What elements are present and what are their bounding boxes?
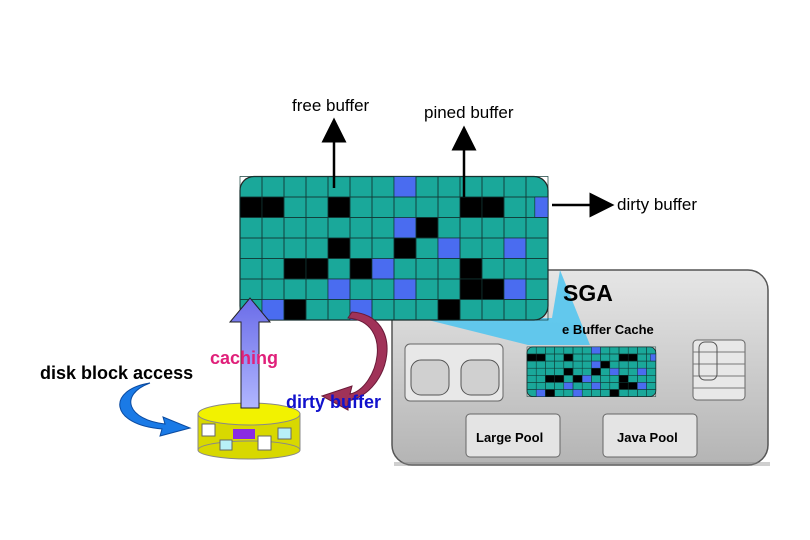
dirty-buffer-right-label: dirty buffer: [617, 195, 698, 214]
buffer-cell: [239, 196, 263, 218]
buffer-cell: [459, 258, 483, 280]
dirty-buffer-bottom-label: dirty buffer: [286, 392, 382, 412]
buffer-cell: [563, 353, 574, 362]
buffer-cell: [503, 237, 527, 259]
disk-block-access-label: disk block access: [40, 363, 194, 383]
free-buffer-label: free buffer: [292, 96, 370, 115]
buffer-cell: [525, 299, 549, 321]
buffer-cache-grid: [239, 175, 549, 321]
sga-panel-shadow: [394, 462, 770, 466]
buffer-cell: [591, 346, 601, 355]
pined-buffer-label: pined buffer: [424, 103, 514, 122]
buffer-cell: [572, 375, 583, 383]
large-pool-label: Large Pool: [476, 430, 544, 445]
buffer-cell: [637, 367, 647, 376]
buffer-cell: [415, 217, 439, 239]
sga-label: SGA: [563, 280, 613, 306]
buffer-cell: [327, 237, 351, 259]
java-pool-box: [602, 413, 698, 458]
redo-log-icon: [692, 339, 746, 401]
buffer-cell: [545, 375, 555, 383]
buffer-cell: [437, 237, 461, 259]
buffer-cell: [459, 278, 483, 300]
buffer-cell: [627, 382, 638, 390]
buffer-cell: [393, 278, 417, 300]
buffer-cell: [481, 278, 505, 300]
buffer-cell: [591, 360, 601, 369]
buffer-cell: [609, 367, 620, 376]
buffer-cache-label: e Buffer Cache: [562, 322, 654, 337]
dirty-buffer-writeback-arrow: [320, 311, 388, 411]
buffer-cell: [535, 389, 546, 397]
buffer-cell: [503, 278, 527, 300]
buffer-cell: [535, 353, 546, 362]
buffer-cell: [545, 389, 555, 397]
buffer-cell: [581, 375, 592, 383]
buffer-cell: [627, 353, 638, 362]
shared-pool-slot-2: [460, 359, 500, 396]
buffer-cell: [591, 367, 601, 376]
buffer-cell: [554, 375, 565, 383]
shared-pool-slot-1: [410, 359, 450, 396]
buffer-cell: [591, 382, 601, 390]
buffer-cell: [563, 367, 574, 376]
buffer-cell: [283, 258, 307, 280]
buffer-cell: [618, 375, 629, 383]
buffer-cell: [327, 196, 351, 218]
buffer-cell: [393, 217, 417, 239]
large-pool-box: [465, 413, 561, 458]
disk-icon: [197, 402, 301, 460]
buffer-cell: [637, 382, 647, 390]
buffer-cell: [481, 196, 505, 218]
buffer-cell: [393, 176, 417, 198]
caching-label: caching: [210, 348, 279, 368]
buffer-cell: [609, 389, 620, 397]
buffer-cell: [526, 353, 537, 362]
buffer-cell: [646, 389, 657, 397]
buffer-cell: [393, 237, 417, 259]
buffer-cell: [563, 382, 574, 390]
buffer-cell: [349, 258, 373, 280]
buffer-cell: [459, 196, 483, 218]
buffer-cell: [305, 258, 329, 280]
disk-block-access-arrow: [119, 382, 192, 437]
buffer-cell: [283, 299, 307, 321]
java-pool-label: Java Pool: [617, 430, 678, 445]
buffer-cell: [600, 360, 611, 369]
buffer-cell: [618, 353, 629, 362]
buffer-cell: [534, 196, 549, 218]
buffer-cell: [650, 353, 657, 362]
buffer-cell: [437, 299, 461, 321]
caching-arrow: [228, 297, 272, 409]
buffer-cell: [261, 196, 285, 218]
buffer-cell: [618, 382, 629, 390]
buffer-cell: [371, 258, 395, 280]
buffer-cell: [572, 389, 583, 397]
small-buffer-cache-grid: [526, 346, 657, 397]
buffer-cell: [327, 278, 351, 300]
zoom-wedge: [420, 270, 590, 345]
